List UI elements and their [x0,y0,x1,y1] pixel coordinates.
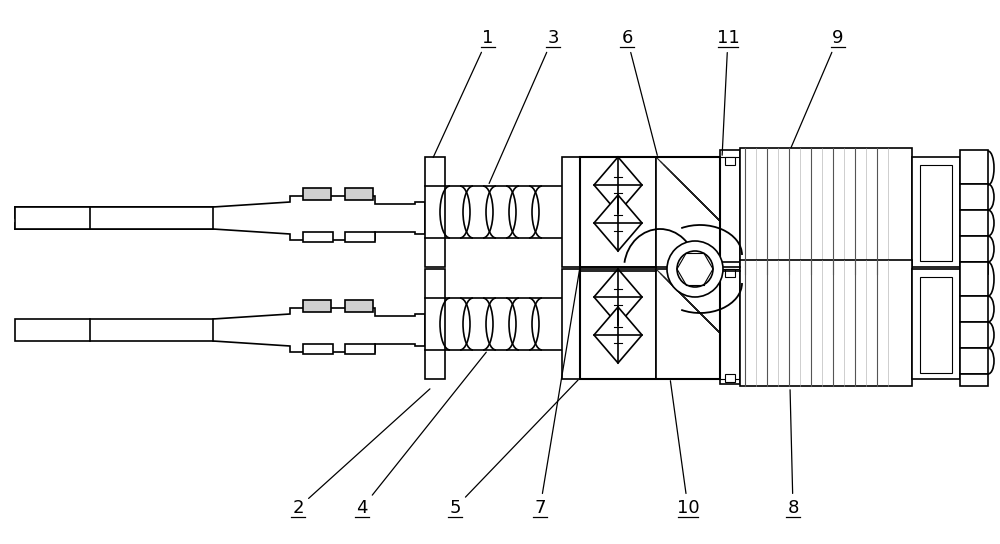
Bar [960,322,988,348]
Bar [720,262,740,384]
Bar [960,296,988,322]
Bar [345,188,373,200]
Bar [303,300,331,312]
Bar [580,269,656,379]
Text: 8: 8 [787,390,799,517]
Bar [15,319,228,341]
Bar [15,207,213,218]
Polygon shape [213,308,425,352]
Text: 9: 9 [791,29,844,147]
Bar [725,262,735,270]
Bar [920,165,952,261]
Bar [720,150,740,272]
Bar [740,148,912,274]
Polygon shape [594,157,642,213]
Text: 5: 5 [449,380,578,517]
Polygon shape [594,307,642,363]
Bar [960,184,988,210]
Bar [656,269,720,379]
Polygon shape [594,269,642,325]
Text: 10: 10 [670,381,699,517]
Bar [580,157,720,379]
Text: 6: 6 [621,29,657,155]
Text: 7: 7 [534,270,580,517]
Text: 11: 11 [717,29,739,155]
Bar [15,207,228,229]
Bar [960,348,988,374]
Bar [960,262,988,274]
Bar [725,157,735,165]
Circle shape [667,241,723,297]
Text: 3: 3 [489,29,559,183]
Bar [960,236,988,262]
Bar [912,269,960,379]
Bar [562,157,580,267]
Bar [725,374,735,382]
Bar [740,260,912,386]
Polygon shape [213,196,425,240]
Polygon shape [594,195,642,251]
Bar [425,269,445,379]
Bar [920,277,952,373]
Bar [562,269,580,379]
Text: 4: 4 [356,352,486,517]
Bar [580,157,656,267]
Bar [345,232,375,242]
Bar [303,232,333,242]
Bar [345,300,373,312]
Bar [912,157,960,267]
Bar [15,223,213,229]
Bar [960,150,988,184]
Bar [960,210,988,236]
Bar [303,188,331,200]
Bar [725,269,735,277]
Bar [345,344,375,354]
Text: 2: 2 [292,389,430,517]
Text: 1: 1 [433,29,494,157]
Bar [425,157,445,267]
Circle shape [677,251,713,287]
Bar [960,262,988,296]
Bar [656,157,720,267]
Bar [303,344,333,354]
Bar [960,374,988,386]
